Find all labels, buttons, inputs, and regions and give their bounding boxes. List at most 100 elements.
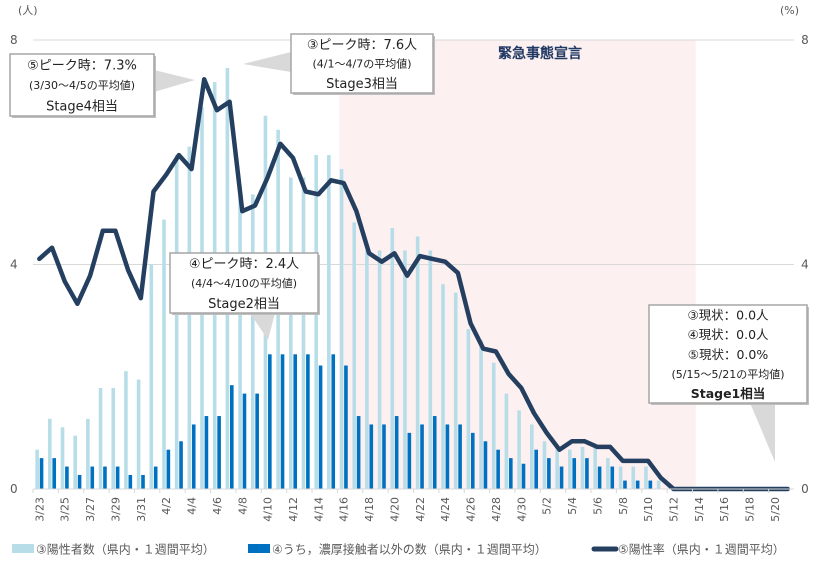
bar-positive-cases <box>187 146 192 489</box>
bar-positive-cases <box>149 264 154 489</box>
legend-item: ④うち，濃厚接触者以外の数（県内・１週間平均） <box>248 542 547 557</box>
bar-non-close-contacts <box>585 458 589 489</box>
y-left-tick-label: 4 <box>10 258 18 272</box>
bar-non-close-contacts <box>483 441 488 489</box>
bar-positive-cases <box>491 362 496 489</box>
x-tick-label: 5/20 <box>769 497 782 522</box>
callout-peak4: ④ピーク時：2.4人 (4/4～4/10の平均値) Stage2相当 <box>169 252 320 340</box>
x-tick-label: 5/6 <box>591 497 604 515</box>
bar-positive-cases <box>415 236 420 489</box>
bar-non-close-contacts <box>547 458 551 489</box>
legend-swatch <box>12 544 34 553</box>
x-tick-label: 5/4 <box>566 497 579 515</box>
bar-non-close-contacts <box>191 424 196 489</box>
x-tick-label: 4/26 <box>465 497 478 522</box>
bar-positive-cases <box>86 418 90 489</box>
x-tick-label: 4/6 <box>211 497 224 515</box>
callout-line: Stage4相当 <box>46 100 118 115</box>
bar-positive-cases <box>441 284 445 489</box>
bar-positive-cases <box>250 194 255 489</box>
x-tick-label: 5/8 <box>617 497 630 515</box>
bar-positive-cases <box>136 379 141 489</box>
bar-non-close-contacts <box>344 365 348 489</box>
bar-positive-cases <box>365 250 369 489</box>
bar-non-close-contacts <box>255 393 259 489</box>
x-tick-label: 3/31 <box>135 497 148 522</box>
callout-line: ③ピーク時：7.6人 <box>307 38 417 53</box>
bar-positive-cases <box>124 371 128 489</box>
x-tick-label: 3/25 <box>59 497 72 522</box>
y-left-unit: (人) <box>18 4 38 17</box>
bar-positive-cases <box>644 466 648 489</box>
callout-line: Stage3相当 <box>326 77 398 92</box>
x-tick-label: 5/12 <box>668 497 681 522</box>
bar-positive-cases <box>60 427 65 489</box>
bar-non-close-contacts <box>407 432 412 489</box>
bar-positive-cases <box>327 155 331 489</box>
legend-item: ③陽性者数（県内・１週間平均） <box>12 542 215 557</box>
x-tick-label: 4/8 <box>236 497 249 515</box>
bar-positive-cases <box>35 449 39 489</box>
bar-positive-cases <box>238 194 242 489</box>
bar-positive-cases <box>631 466 636 489</box>
y-right-unit: (%) <box>780 4 799 17</box>
legend-label: ③陽性者数（県内・１週間平均） <box>36 542 215 557</box>
bar-positive-cases <box>606 458 610 489</box>
bar-non-close-contacts <box>77 474 82 489</box>
x-tick-label: 4/20 <box>388 497 401 522</box>
bar-positive-cases <box>301 177 306 489</box>
callout-line: (5/15～5/21の平均値) <box>672 368 785 381</box>
bar-positive-cases <box>377 250 382 489</box>
bar-non-close-contacts <box>496 449 500 489</box>
emergency-label: 緊急事態宣言 <box>498 45 582 62</box>
bar-positive-cases <box>618 466 623 489</box>
callout-peak5: ⑤ピーク時：7.3% (3/30～4/5の平均値) Stage4相当 <box>9 53 195 118</box>
bar-positive-cases <box>390 228 395 490</box>
callout-pointer <box>243 52 291 72</box>
bar-non-close-contacts <box>559 466 564 489</box>
y-left-tick-label: 8 <box>10 33 18 47</box>
bar-non-close-contacts <box>534 449 538 489</box>
callout-line: ④ピーク時：2.4人 <box>189 257 299 272</box>
bar-non-close-contacts <box>229 385 234 489</box>
callout-line: Stage1相当 <box>691 386 766 401</box>
line-positive-rate <box>37 77 790 492</box>
callout-line: (4/1～4/7の平均値) <box>313 58 412 71</box>
bar-non-close-contacts <box>623 480 627 489</box>
x-tick-label: 5/14 <box>693 497 706 522</box>
callout-pointer <box>250 313 275 340</box>
bar-positive-cases <box>352 222 357 489</box>
x-tick-label: 4/24 <box>439 497 452 522</box>
bar-positive-cases <box>453 292 458 489</box>
legend-swatch <box>248 544 270 553</box>
bar-positive-cases <box>504 393 509 489</box>
x-tick-label: 4/4 <box>186 497 199 515</box>
bar-non-close-contacts <box>394 416 399 489</box>
x-tick-label: 4/28 <box>490 497 503 522</box>
x-tick-label: 3/27 <box>84 497 97 522</box>
bar-non-close-contacts <box>470 432 475 489</box>
x-tick-label: 4/2 <box>160 497 173 515</box>
bar-non-close-contacts <box>179 441 183 489</box>
x-tick-label: 5/2 <box>541 497 554 515</box>
callout-line: ⑤現状：0.0% <box>688 347 769 362</box>
bar-non-close-contacts <box>521 463 526 489</box>
bar-non-close-contacts <box>610 466 615 489</box>
callout-line: ⑤ピーク時：7.3% <box>27 58 137 73</box>
bar-non-close-contacts <box>280 354 285 489</box>
x-tick-label: 4/14 <box>312 497 325 522</box>
bar-positive-cases <box>48 418 52 489</box>
callout-line: ④現状：0.0人 <box>687 327 769 342</box>
callout-line: (3/30～4/5の平均値) <box>29 79 135 92</box>
bar-positive-cases <box>111 387 116 489</box>
bar-non-close-contacts <box>318 365 323 489</box>
bar-non-close-contacts <box>356 416 361 489</box>
bar-positive-cases <box>529 424 534 489</box>
y-right-tick-label: 4 <box>801 258 809 272</box>
x-tick-label: 4/12 <box>287 497 300 522</box>
bar-positive-cases <box>568 449 572 489</box>
legend-label: ⑤陽性率（県内・１週間平均） <box>618 542 785 557</box>
bar-positive-cases <box>580 446 585 489</box>
bar-positive-cases <box>466 329 471 489</box>
bar-non-close-contacts <box>635 480 640 489</box>
